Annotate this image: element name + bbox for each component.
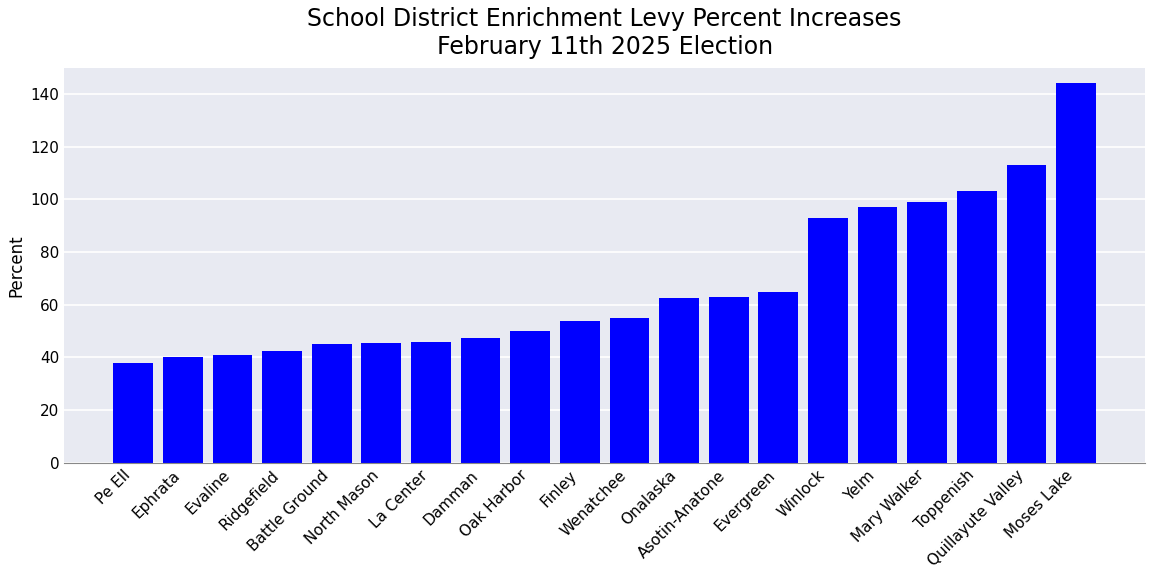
Bar — [808, 218, 848, 463]
Bar — [263, 351, 302, 463]
Bar — [213, 355, 252, 463]
Bar — [908, 202, 947, 463]
Bar — [560, 321, 600, 463]
Bar — [510, 331, 550, 463]
Bar — [609, 318, 650, 463]
Bar — [312, 344, 351, 463]
Bar — [411, 342, 450, 463]
Bar — [659, 298, 699, 463]
Bar — [758, 291, 798, 463]
Bar — [1056, 84, 1096, 463]
Bar — [362, 343, 401, 463]
Y-axis label: Percent: Percent — [7, 234, 25, 297]
Bar — [461, 338, 500, 463]
Title: School District Enrichment Levy Percent Increases
February 11th 2025 Election: School District Enrichment Levy Percent … — [308, 7, 902, 59]
Bar — [162, 358, 203, 463]
Bar — [957, 191, 996, 463]
Bar — [858, 207, 897, 463]
Bar — [113, 363, 153, 463]
Bar — [1007, 165, 1046, 463]
Bar — [708, 297, 749, 463]
